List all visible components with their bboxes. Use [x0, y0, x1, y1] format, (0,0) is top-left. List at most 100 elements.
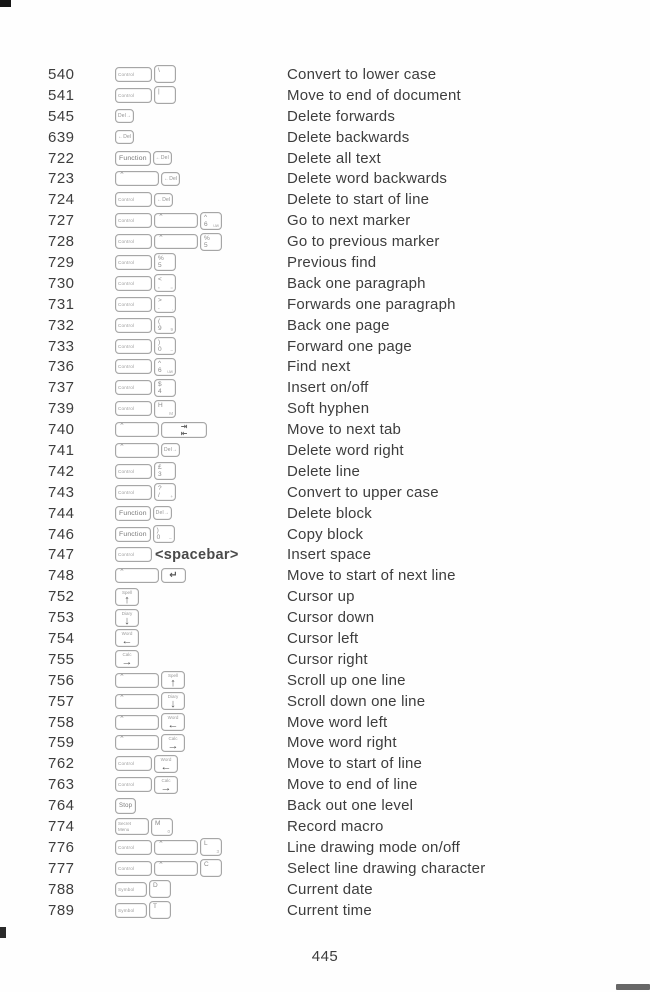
table-row: 724 Control ←Del Delete to start of line	[0, 189, 650, 210]
command-code: 747	[48, 546, 75, 564]
command-code: 741	[48, 441, 75, 459]
key-combo: ⌃ Word ←	[115, 713, 287, 732]
control-key: Control	[115, 547, 152, 563]
command-table: 540 Control \ Convert to lower case 541 Contr…	[0, 64, 650, 921]
command-description: Current time	[287, 901, 372, 919]
table-row: 746 Function) 0– Copy block	[0, 524, 650, 545]
control-key: Control	[115, 338, 152, 354]
period-key: >.,	[154, 295, 176, 314]
key-combo: Control ←Del	[115, 192, 287, 208]
shift-caret-icon: ⌃	[119, 569, 125, 577]
stop-key: Stop	[115, 797, 137, 814]
table-row: 752 Spell ↑ Cursor up	[0, 586, 650, 607]
table-row: 777 Control ⌃ C Select line drawing characte…	[0, 858, 650, 879]
command-code: 788	[48, 880, 75, 898]
table-row: 722 Function ←Del Delete all text	[0, 148, 650, 169]
table-row: 789 Symbol T Current time	[0, 900, 650, 921]
up-arrow-key: Spell ↑	[115, 587, 139, 606]
control-key: Control	[115, 401, 152, 417]
t-key: T	[149, 901, 171, 920]
key-combo: Control? / +	[115, 483, 287, 502]
shift-caret-icon: ⌃	[119, 736, 125, 744]
secret-menu-key: Secret Menu	[115, 818, 149, 835]
table-row: 788 Symbol D Current date	[0, 879, 650, 900]
key-combo: Calc →	[115, 650, 287, 669]
delete-forward-key: Del→	[161, 443, 181, 458]
key-combo: Secret Menu M 0	[115, 817, 287, 836]
key-combo: ⌃ Del→	[115, 442, 287, 458]
command-code: 739	[48, 400, 75, 418]
command-description: Move to end of line	[287, 776, 418, 794]
command-description: Back one paragraph	[287, 274, 426, 292]
return-key: ↵	[161, 568, 186, 584]
command-description: Find next	[287, 358, 351, 376]
shift-key: ⌃	[154, 860, 198, 876]
shift-key: ⌃	[115, 735, 159, 751]
key-combo: ⌃ ←Del	[115, 171, 287, 187]
command-code: 776	[48, 838, 75, 856]
command-code: 754	[48, 629, 75, 647]
delete-backward-key: ←Del	[161, 171, 181, 186]
command-description: Move word left	[287, 713, 388, 731]
caret-6-key: ^ 6 uw	[200, 211, 222, 230]
table-row: 753 Diary ↓ Cursor down	[0, 607, 650, 628]
command-code: 777	[48, 859, 75, 877]
table-row: 764 Stop Back out one level	[0, 795, 650, 816]
command-description: Cursor left	[287, 629, 359, 647]
down-arrow-icon: ↓	[170, 698, 176, 711]
dollar-4-key: $4	[154, 378, 176, 397]
command-code: 764	[48, 797, 75, 815]
shift-key: ⌃	[154, 234, 198, 250]
right-arrow-icon: →	[167, 739, 179, 752]
table-row: 732 Control(9 9 Back one page	[0, 315, 650, 336]
scan-artifact-bottom-right	[616, 984, 650, 990]
control-key: Control	[115, 380, 152, 396]
command-description: Go to previous marker	[287, 233, 440, 251]
table-row: 755 Calc → Cursor right	[0, 649, 650, 670]
command-code: 746	[48, 525, 75, 543]
key-combo: Control ⌃ ^ 6 uw	[115, 211, 287, 230]
d-key: D	[149, 880, 171, 899]
shift-key: ⌃	[115, 568, 159, 584]
command-code: 730	[48, 274, 75, 292]
key-combo: Symbol D	[115, 880, 287, 899]
key-combo: Control ⌃ C	[115, 859, 287, 878]
table-row: 742 Control £3 Delete line	[0, 461, 650, 482]
table-row: 757 ⌃ Diary ↓ Scroll down one line	[0, 691, 650, 712]
table-row: 758 ⌃ Word ← Move word left	[0, 712, 650, 733]
command-description: Cursor down	[287, 609, 375, 627]
shift-key: ⌃	[115, 171, 159, 187]
key-combo: Symbol T	[115, 901, 287, 920]
control-key: Control	[115, 317, 152, 333]
command-description: Delete all text	[287, 149, 381, 167]
table-row: 723 ⌃ ←Del Delete word backwards	[0, 168, 650, 189]
control-key: Control	[115, 296, 152, 312]
command-code: 728	[48, 233, 75, 251]
command-description: Delete word backwards	[287, 170, 448, 188]
key-combo: Control <, =	[115, 274, 287, 293]
command-code: 733	[48, 337, 75, 355]
table-row: 731 Control >., Forwards one paragraph	[0, 294, 650, 315]
command-description: Delete to start of line	[287, 191, 430, 209]
table-row: 736 Control ^ 6 uw Find next	[0, 356, 650, 377]
control-key: Control	[115, 777, 152, 793]
table-row: 740 ⌃ ⇥ ⇤ Move to next tab	[0, 419, 650, 440]
scan-artifact-left-edge	[0, 927, 6, 938]
command-code: 744	[48, 504, 75, 522]
command-code: 753	[48, 609, 75, 627]
table-row: 748 ⌃ ↵ Move to start of next line	[0, 565, 650, 586]
table-row: 739 Control H M Soft hyphen	[0, 398, 650, 419]
control-key: Control	[115, 66, 152, 82]
zero-key: ) 0–	[152, 525, 175, 544]
control-key: Control	[115, 839, 152, 855]
command-code: 757	[48, 692, 75, 710]
right-arrow-key: Calc →	[161, 733, 185, 752]
command-description: Delete backwards	[287, 128, 410, 146]
symbol-key: Symbol	[115, 881, 147, 897]
table-row: 762 Control Word ← Move to start of line	[0, 753, 650, 774]
shift-key: ⌃	[115, 422, 159, 438]
shift-key: ⌃	[115, 714, 159, 730]
command-code: 729	[48, 253, 75, 271]
